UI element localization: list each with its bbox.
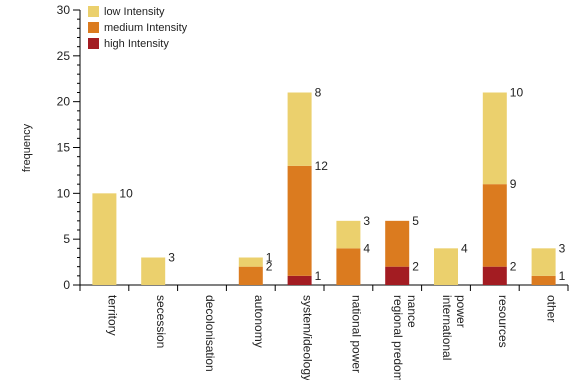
x-category-label: power	[454, 295, 468, 328]
bar-segment	[482, 92, 507, 185]
y-tick-label: 30	[57, 3, 71, 17]
bar-segment	[287, 92, 312, 166]
x-category-label: decolonisation	[203, 295, 217, 372]
bar-segment	[385, 220, 410, 267]
bar-segment	[287, 275, 312, 285]
legend-swatch	[88, 38, 99, 49]
data-label: 3	[559, 241, 566, 255]
bar-segment	[434, 248, 458, 285]
bar-segment	[92, 193, 117, 285]
data-label: 2	[266, 260, 273, 274]
x-category-label: territory	[105, 295, 119, 336]
data-label: 2	[412, 260, 419, 274]
data-label: 3	[168, 251, 175, 265]
x-category-label: international	[440, 295, 454, 360]
x-category-label: system/ideology	[301, 295, 315, 380]
y-tick-label: 0	[63, 278, 70, 292]
x-category-label: autonomy	[252, 295, 266, 348]
y-tick-label: 15	[57, 141, 71, 155]
legend-label: medium Intensity	[104, 22, 188, 34]
data-label: 2	[510, 260, 517, 274]
data-label: 10	[510, 86, 524, 100]
bar-segment	[531, 275, 556, 285]
data-label: 8	[315, 86, 322, 100]
data-label: 3	[363, 214, 370, 228]
y-tick-label: 20	[57, 95, 71, 109]
data-label: 10	[119, 186, 133, 200]
bars-group	[92, 92, 556, 285]
bar-segment	[482, 184, 507, 267]
bar-segment	[141, 257, 166, 285]
data-label: 12	[315, 159, 329, 173]
data-label: 1	[559, 269, 566, 283]
data-label: 4	[363, 241, 370, 255]
x-category-label: secession	[154, 295, 168, 348]
x-category-label: regional predom	[391, 295, 405, 380]
y-axis-label: frequency	[21, 123, 33, 172]
legend-swatch	[88, 6, 99, 17]
bar-segment	[336, 220, 361, 249]
bar-segment	[336, 248, 361, 285]
data-label: 5	[412, 214, 419, 228]
legend: low Intensity medium Intensity high Intens…	[88, 6, 188, 50]
bar-segment	[482, 266, 507, 285]
x-category-label: other	[545, 295, 559, 322]
x-category-label: nance	[405, 295, 419, 328]
legend-label: high Intensity	[104, 38, 169, 50]
data-label: 9	[510, 177, 517, 191]
data-label: 4	[461, 241, 468, 255]
bar-segment	[287, 165, 312, 276]
bar-segment	[385, 266, 410, 285]
data-label: 1	[266, 251, 273, 265]
y-tick-label: 5	[63, 232, 70, 246]
bar-segment	[238, 266, 263, 285]
legend-swatch	[88, 22, 99, 33]
x-category-label: resources	[496, 295, 510, 348]
y-tick-label: 10	[57, 186, 71, 200]
data-label: 1	[315, 269, 322, 283]
legend-label: low Intensity	[104, 6, 165, 18]
y-tick-label: 25	[57, 49, 71, 63]
bar-segment	[531, 248, 556, 276]
x-category-label: national power	[349, 295, 363, 373]
bar-segment	[238, 257, 263, 267]
